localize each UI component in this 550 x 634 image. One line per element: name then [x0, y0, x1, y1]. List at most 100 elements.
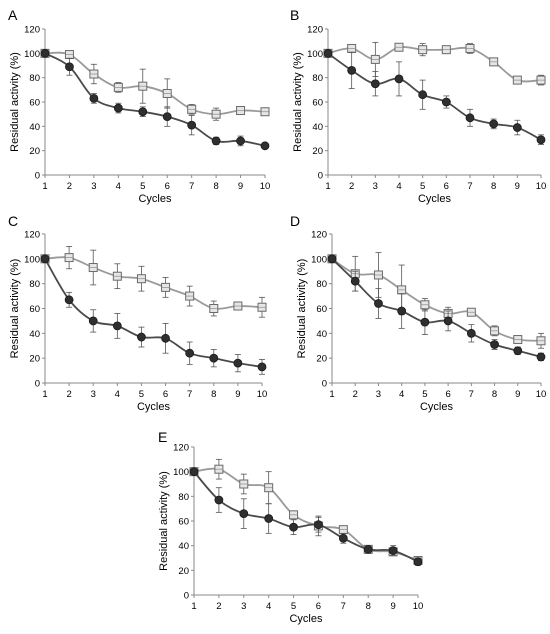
y-tick-label: 100: [24, 49, 40, 60]
x-tick-label: 5: [420, 181, 425, 192]
x-tick-label: 10: [257, 389, 268, 400]
x-tick-label: 9: [515, 389, 520, 400]
data-point-circle: [512, 123, 522, 132]
data-point-circle: [236, 136, 245, 146]
x-tick-label: 4: [115, 389, 120, 400]
data-point-square: [88, 263, 98, 273]
x-tick-label: 8: [211, 389, 216, 400]
y-tick-label: 40: [316, 329, 327, 340]
x-tick-label: 4: [396, 181, 401, 192]
data-point-square: [347, 43, 357, 53]
x-tick-label: 2: [67, 181, 72, 192]
data-point-circle: [466, 328, 476, 338]
data-point-square: [138, 81, 148, 91]
data-point-circle: [239, 509, 249, 518]
data-point-square: [260, 107, 270, 117]
y-tick-label: 80: [29, 73, 40, 84]
y-tick-label: 20: [29, 146, 40, 157]
x-tick-label: 3: [91, 181, 96, 192]
data-point-circle: [185, 348, 195, 358]
x-tick-label: 9: [390, 601, 395, 612]
y-tick-label: 0: [35, 379, 40, 390]
data-point-square: [397, 285, 407, 295]
panel-letter: B: [290, 7, 299, 23]
x-tick-label: 10: [536, 389, 547, 400]
data-point-circle: [536, 352, 546, 362]
data-point-circle: [413, 557, 423, 567]
data-point-circle: [420, 317, 430, 327]
data-point-circle: [388, 546, 398, 555]
data-point-square: [214, 464, 224, 474]
data-point-square: [185, 291, 195, 301]
x-tick-label: 3: [373, 181, 378, 192]
data-point-circle: [374, 299, 383, 308]
y-tick-label: 100: [311, 254, 327, 265]
series-circle-filled: [189, 467, 423, 567]
data-point-square: [373, 270, 383, 280]
panel-letter: E: [158, 429, 167, 445]
data-point-square: [64, 50, 74, 60]
data-point-square: [418, 45, 428, 55]
data-point-circle: [314, 520, 323, 530]
x-tick-label: 9: [235, 389, 240, 400]
series-circle-filled: [40, 254, 267, 375]
series-line: [331, 258, 542, 358]
data-point-circle: [264, 514, 274, 523]
data-point-circle: [64, 295, 74, 305]
data-point-circle: [189, 467, 199, 477]
y-axis-title: Residual activity (%): [296, 259, 308, 359]
y-tick-label: 60: [312, 98, 323, 109]
x-tick-label: 6: [445, 389, 450, 400]
data-point-square: [512, 75, 522, 85]
x-tick-label: 2: [66, 389, 71, 400]
data-point-square: [187, 104, 197, 114]
data-point-circle: [490, 340, 499, 349]
panel-a: A 0 20 40 60 80 100 120 1 2 3 4 5 6 7 8 9 10 Cycles Residua…: [8, 7, 270, 205]
data-point-circle: [338, 533, 348, 543]
x-tick-label: 5: [291, 601, 296, 612]
y-tick-label: 60: [178, 517, 189, 528]
x-tick-label: 2: [353, 389, 358, 400]
data-point-circle: [347, 65, 357, 75]
y-tick-label: 60: [29, 304, 40, 315]
data-point-square: [513, 335, 523, 345]
y-tick-label: 60: [29, 98, 40, 109]
x-tick-label: 5: [140, 181, 145, 192]
series-line: [193, 467, 419, 562]
y-tick-label: 120: [173, 443, 189, 454]
data-point-circle: [350, 276, 360, 286]
data-point-circle: [214, 495, 224, 505]
x-axis-title: Cycles: [289, 613, 323, 625]
data-point-circle: [489, 119, 499, 129]
x-tick-label: 6: [444, 181, 449, 192]
data-point-circle: [443, 316, 453, 326]
x-tick-label: 10: [260, 181, 271, 192]
y-tick-label: 0: [322, 379, 327, 390]
data-point-circle: [327, 254, 337, 264]
y-tick-label: 20: [316, 354, 327, 365]
x-tick-label: 8: [366, 601, 371, 612]
x-tick-label: 10: [413, 601, 424, 612]
x-tick-label: 2: [216, 601, 221, 612]
y-tick-label: 100: [307, 49, 323, 60]
x-tick-label: 4: [399, 389, 404, 400]
x-tick-label: 6: [316, 601, 321, 612]
data-point-square: [64, 253, 74, 263]
data-point-circle: [260, 141, 270, 151]
y-tick-label: 40: [312, 122, 323, 133]
series-square-open: [189, 458, 423, 565]
data-point-square: [489, 57, 499, 67]
panel-e: E 0 20 40 60 80 100 120 1 2 3 4 5 6 7 8 9 10 Cycles Residua…: [158, 429, 423, 625]
series-circle-filled: [323, 48, 546, 145]
series-line: [327, 52, 542, 141]
data-point-square: [136, 274, 146, 284]
x-tick-label: 4: [116, 181, 121, 192]
data-point-square: [211, 109, 221, 119]
y-tick-label: 40: [178, 541, 189, 552]
panel-b: B 0 20 40 60 80 100 120 1 2 3 4 5 6 7 8 9 10 Cycles Residua…: [290, 7, 546, 205]
data-point-square: [441, 45, 451, 55]
data-point-circle: [363, 544, 373, 554]
series-square-open: [323, 41, 546, 86]
data-point-circle: [233, 358, 243, 368]
